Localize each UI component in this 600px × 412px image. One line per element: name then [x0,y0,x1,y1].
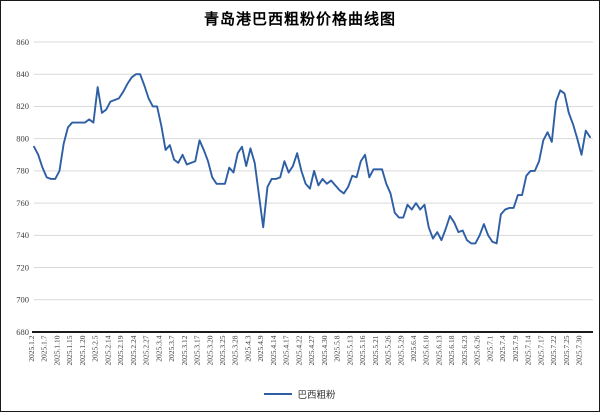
x-tick-label: 2025.6.26 [473,335,482,365]
x-tick-label: 2025.6.18 [447,335,456,365]
x-tick-label: 2025.4.9 [256,335,265,362]
x-tick-label: 2025.6.10 [422,335,431,365]
price-line [33,73,591,245]
x-tick-label: 2025.3.28 [231,335,240,365]
legend-line-swatch-icon [264,393,293,395]
x-tick-label: 2025.6.23 [460,335,469,365]
x-tick-label: 2025.5.26 [384,335,393,365]
x-tick-label: 2025.1.20 [78,335,87,365]
x-tick-label: 2025.2.27 [142,335,151,365]
x-tick-label: 2025.1.2 [27,335,36,362]
x-tick-label: 2025.6.4 [409,335,418,362]
y-tick-label: 780 [16,166,29,176]
y-tick-label: 680 [16,327,29,337]
x-tick-label: 2025.5.21 [371,335,380,365]
y-tick-label: 800 [16,133,29,143]
y-tick-label: 740 [16,230,29,240]
x-tick-label: 2025.3.7 [167,335,176,362]
x-tick-label: 2025.4.17 [282,335,291,365]
x-tick-label: 2025.7.9 [511,335,520,362]
x-tick-label: 2025.3.4 [154,335,163,362]
x-tick-label: 2025.2.5 [91,335,100,362]
x-tick-label: 2025.5.29 [396,335,405,365]
legend: 巴西粗粉 [1,387,599,401]
y-tick-label: 860 [16,37,29,47]
x-tick-label: 2025.2.19 [116,335,125,365]
x-tick-label: 2025.7.14 [524,335,533,365]
legend-series-label: 巴西粗粉 [297,391,336,401]
x-tick-label: 2025.7.1 [485,335,494,362]
x-tick-label: 2025.5.16 [358,335,367,365]
x-tick-label: 2025.6.13 [434,335,443,365]
x-tick-label: 2025.7.22 [549,335,558,365]
y-tick-label: 700 [16,295,29,305]
x-tick-label: 2025.7.17 [536,335,545,365]
y-tick-label: 820 [16,101,29,111]
x-tick-label: 2025.1.7 [40,335,49,362]
chart-title: 青岛港巴西粗粉价格曲线图 [203,12,396,28]
y-tick-label: 840 [16,69,29,79]
y-tick-label: 760 [16,198,29,208]
x-tick-label: 2025.1.10 [52,335,61,365]
x-tick-label: 2025.3.12 [180,335,189,365]
x-tick-label: 2025.2.24 [129,335,138,365]
x-tick-label: 2025.7.25 [562,335,571,365]
x-tick-label: 2025.3.17 [193,335,202,365]
x-tick-label: 2025.4.14 [269,335,278,365]
x-tick-label: 2025.3.20 [205,335,214,365]
x-tick-label: 2025.5.8 [333,335,342,362]
x-tick-label: 2025.4.22 [294,335,303,365]
x-tick-label: 2025.3.25 [218,335,227,365]
x-tick-label: 2025.7.4 [498,335,507,362]
x-tick-label: 2025.5.13 [345,335,354,365]
x-tick-label: 2025.1.15 [65,335,74,365]
x-tick-label: 2025.2.14 [103,335,112,365]
x-tick-label: 2025.7.30 [575,335,584,365]
y-tick-label: 720 [16,262,29,272]
x-tick-label: 2025.4.27 [307,335,316,365]
x-tick-label: 2025.4.30 [320,335,329,365]
x-tick-label: 2025.4.3 [243,335,252,362]
